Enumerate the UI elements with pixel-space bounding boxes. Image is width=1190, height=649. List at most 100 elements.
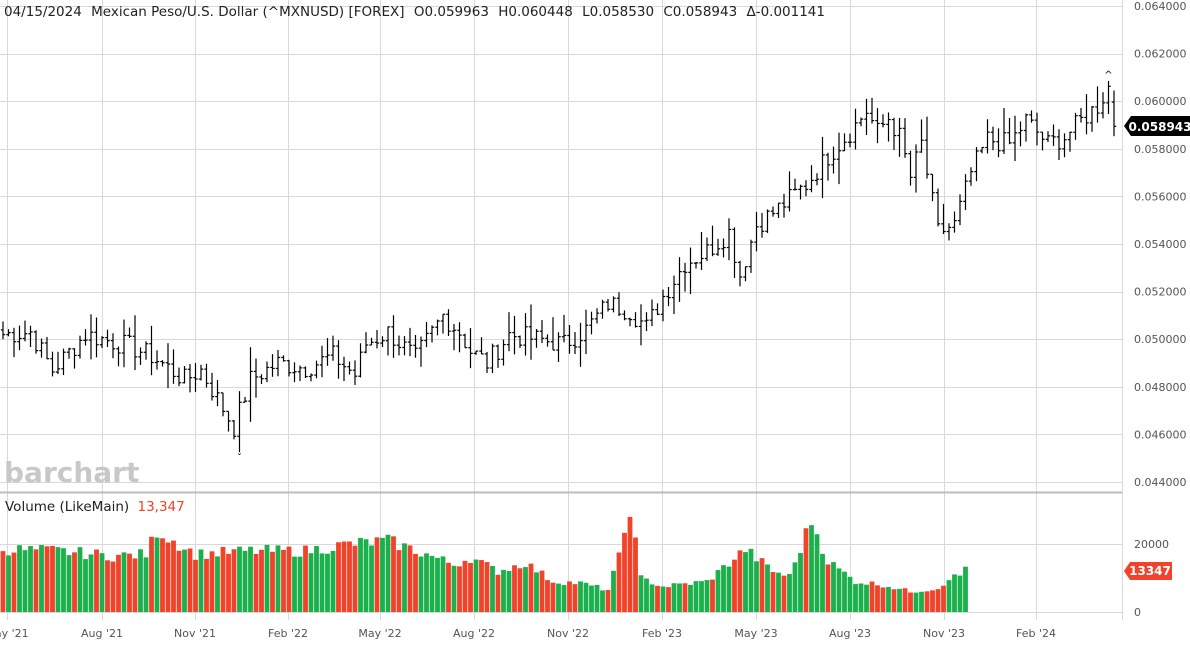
price-bar bbox=[924, 116, 930, 179]
price-bar bbox=[523, 313, 528, 356]
volume-bar bbox=[825, 564, 831, 612]
volume-bar bbox=[187, 548, 193, 612]
volume-bar bbox=[814, 534, 820, 612]
volume-axis: 0 20000 bbox=[1134, 538, 1169, 619]
price-bar bbox=[248, 347, 253, 422]
volume-bar bbox=[622, 532, 627, 612]
price-bar bbox=[671, 275, 677, 315]
quote-header: 04/15/2024 Mexican Peso/U.S. Dollar (^MX… bbox=[4, 4, 825, 20]
volume-bar bbox=[319, 553, 325, 612]
volume-bar bbox=[253, 553, 259, 612]
volume-bar bbox=[363, 539, 369, 612]
price-bar bbox=[633, 312, 638, 328]
price-bar bbox=[495, 344, 501, 368]
volume-bar bbox=[446, 562, 451, 612]
price-bar bbox=[149, 325, 154, 376]
price-bar bbox=[440, 313, 446, 334]
price-bar bbox=[688, 247, 693, 295]
price-bar bbox=[286, 359, 292, 377]
price-bar bbox=[28, 325, 33, 348]
price-bar bbox=[462, 333, 468, 349]
price-bar bbox=[561, 314, 567, 343]
price-bar bbox=[594, 308, 600, 324]
price-bar bbox=[270, 354, 275, 377]
price-bar bbox=[627, 317, 633, 327]
volume-bar bbox=[204, 558, 209, 612]
last-volume-tag-shape bbox=[1124, 562, 1172, 580]
volume-bar bbox=[138, 549, 143, 612]
price-bar bbox=[787, 171, 792, 212]
price-bar bbox=[457, 322, 462, 353]
time-tick-label: Feb '22 bbox=[268, 627, 308, 640]
price-bar bbox=[308, 373, 314, 382]
volume-bar bbox=[314, 546, 319, 612]
time-tick-label: Aug '22 bbox=[453, 627, 495, 640]
price-bar bbox=[72, 348, 77, 369]
volume-bar bbox=[99, 553, 105, 612]
quote-close: C0.058943 bbox=[663, 4, 737, 20]
volume-bar bbox=[369, 545, 374, 612]
volume-bar bbox=[963, 566, 968, 612]
volume-bar bbox=[787, 574, 792, 612]
volume-bar bbox=[198, 549, 204, 612]
price-bar bbox=[682, 262, 688, 292]
price-bar bbox=[369, 337, 374, 346]
price-axis: 0.044000 0.046000 0.048000 0.050000 0.052000… bbox=[1134, 0, 1187, 489]
price-bar bbox=[264, 361, 270, 383]
last-volume-tag-text: 13347 bbox=[1129, 564, 1171, 578]
volume-bar bbox=[358, 537, 363, 612]
volume-bar bbox=[902, 588, 908, 612]
price-bar bbox=[182, 366, 187, 384]
price-bar bbox=[754, 211, 759, 252]
price-bar bbox=[897, 117, 902, 157]
volume-bar bbox=[484, 562, 490, 612]
price-bar bbox=[176, 367, 182, 387]
price-bar bbox=[996, 128, 1001, 158]
price-bar bbox=[611, 296, 616, 313]
volume-bar bbox=[215, 556, 220, 612]
volume-bar bbox=[528, 563, 534, 612]
price-bar bbox=[297, 365, 303, 382]
price-bar bbox=[935, 188, 941, 227]
volume-bar bbox=[594, 584, 600, 612]
volume-bar bbox=[149, 536, 154, 612]
price-tick-label: 0.058000 bbox=[1134, 143, 1187, 156]
volume-bar bbox=[330, 550, 336, 612]
price-bar bbox=[743, 266, 748, 282]
volume-bar bbox=[193, 559, 198, 612]
volume-bar bbox=[561, 585, 567, 612]
price-bar bbox=[512, 315, 517, 355]
price-bar bbox=[11, 327, 17, 358]
price-bar bbox=[314, 360, 319, 379]
price-bar bbox=[1084, 94, 1089, 135]
price-bar bbox=[253, 358, 259, 398]
volume-bar bbox=[754, 561, 759, 612]
volume-bar bbox=[374, 537, 380, 612]
price-bar bbox=[715, 238, 721, 256]
price-bar bbox=[424, 322, 429, 348]
volume-bar bbox=[743, 552, 748, 612]
volume-tick-label: 20000 bbox=[1134, 538, 1169, 551]
volume-bar bbox=[517, 568, 523, 612]
price-bar bbox=[413, 335, 418, 358]
time-tick-label: Feb '23 bbox=[642, 627, 682, 640]
price-bar bbox=[781, 193, 787, 218]
volume-bar bbox=[952, 574, 957, 612]
volume-bar bbox=[303, 545, 308, 612]
volume-bar bbox=[578, 581, 583, 612]
price-tick-label: 0.052000 bbox=[1134, 286, 1187, 299]
volume-bar bbox=[886, 587, 891, 612]
price-bar bbox=[605, 298, 611, 312]
price-bar bbox=[39, 338, 44, 358]
price-bar bbox=[0, 321, 6, 340]
volume-bar bbox=[506, 570, 512, 612]
price-bar bbox=[534, 328, 539, 348]
volume-bar bbox=[759, 558, 765, 612]
volume-bar bbox=[440, 556, 446, 612]
price-bar bbox=[347, 361, 352, 375]
volume-bar bbox=[237, 546, 242, 612]
price-bar bbox=[836, 132, 842, 185]
quote-instrument: Mexican Peso/U.S. Dollar (^MXNUSD) [FORE… bbox=[91, 4, 404, 20]
price-bar bbox=[930, 173, 935, 202]
